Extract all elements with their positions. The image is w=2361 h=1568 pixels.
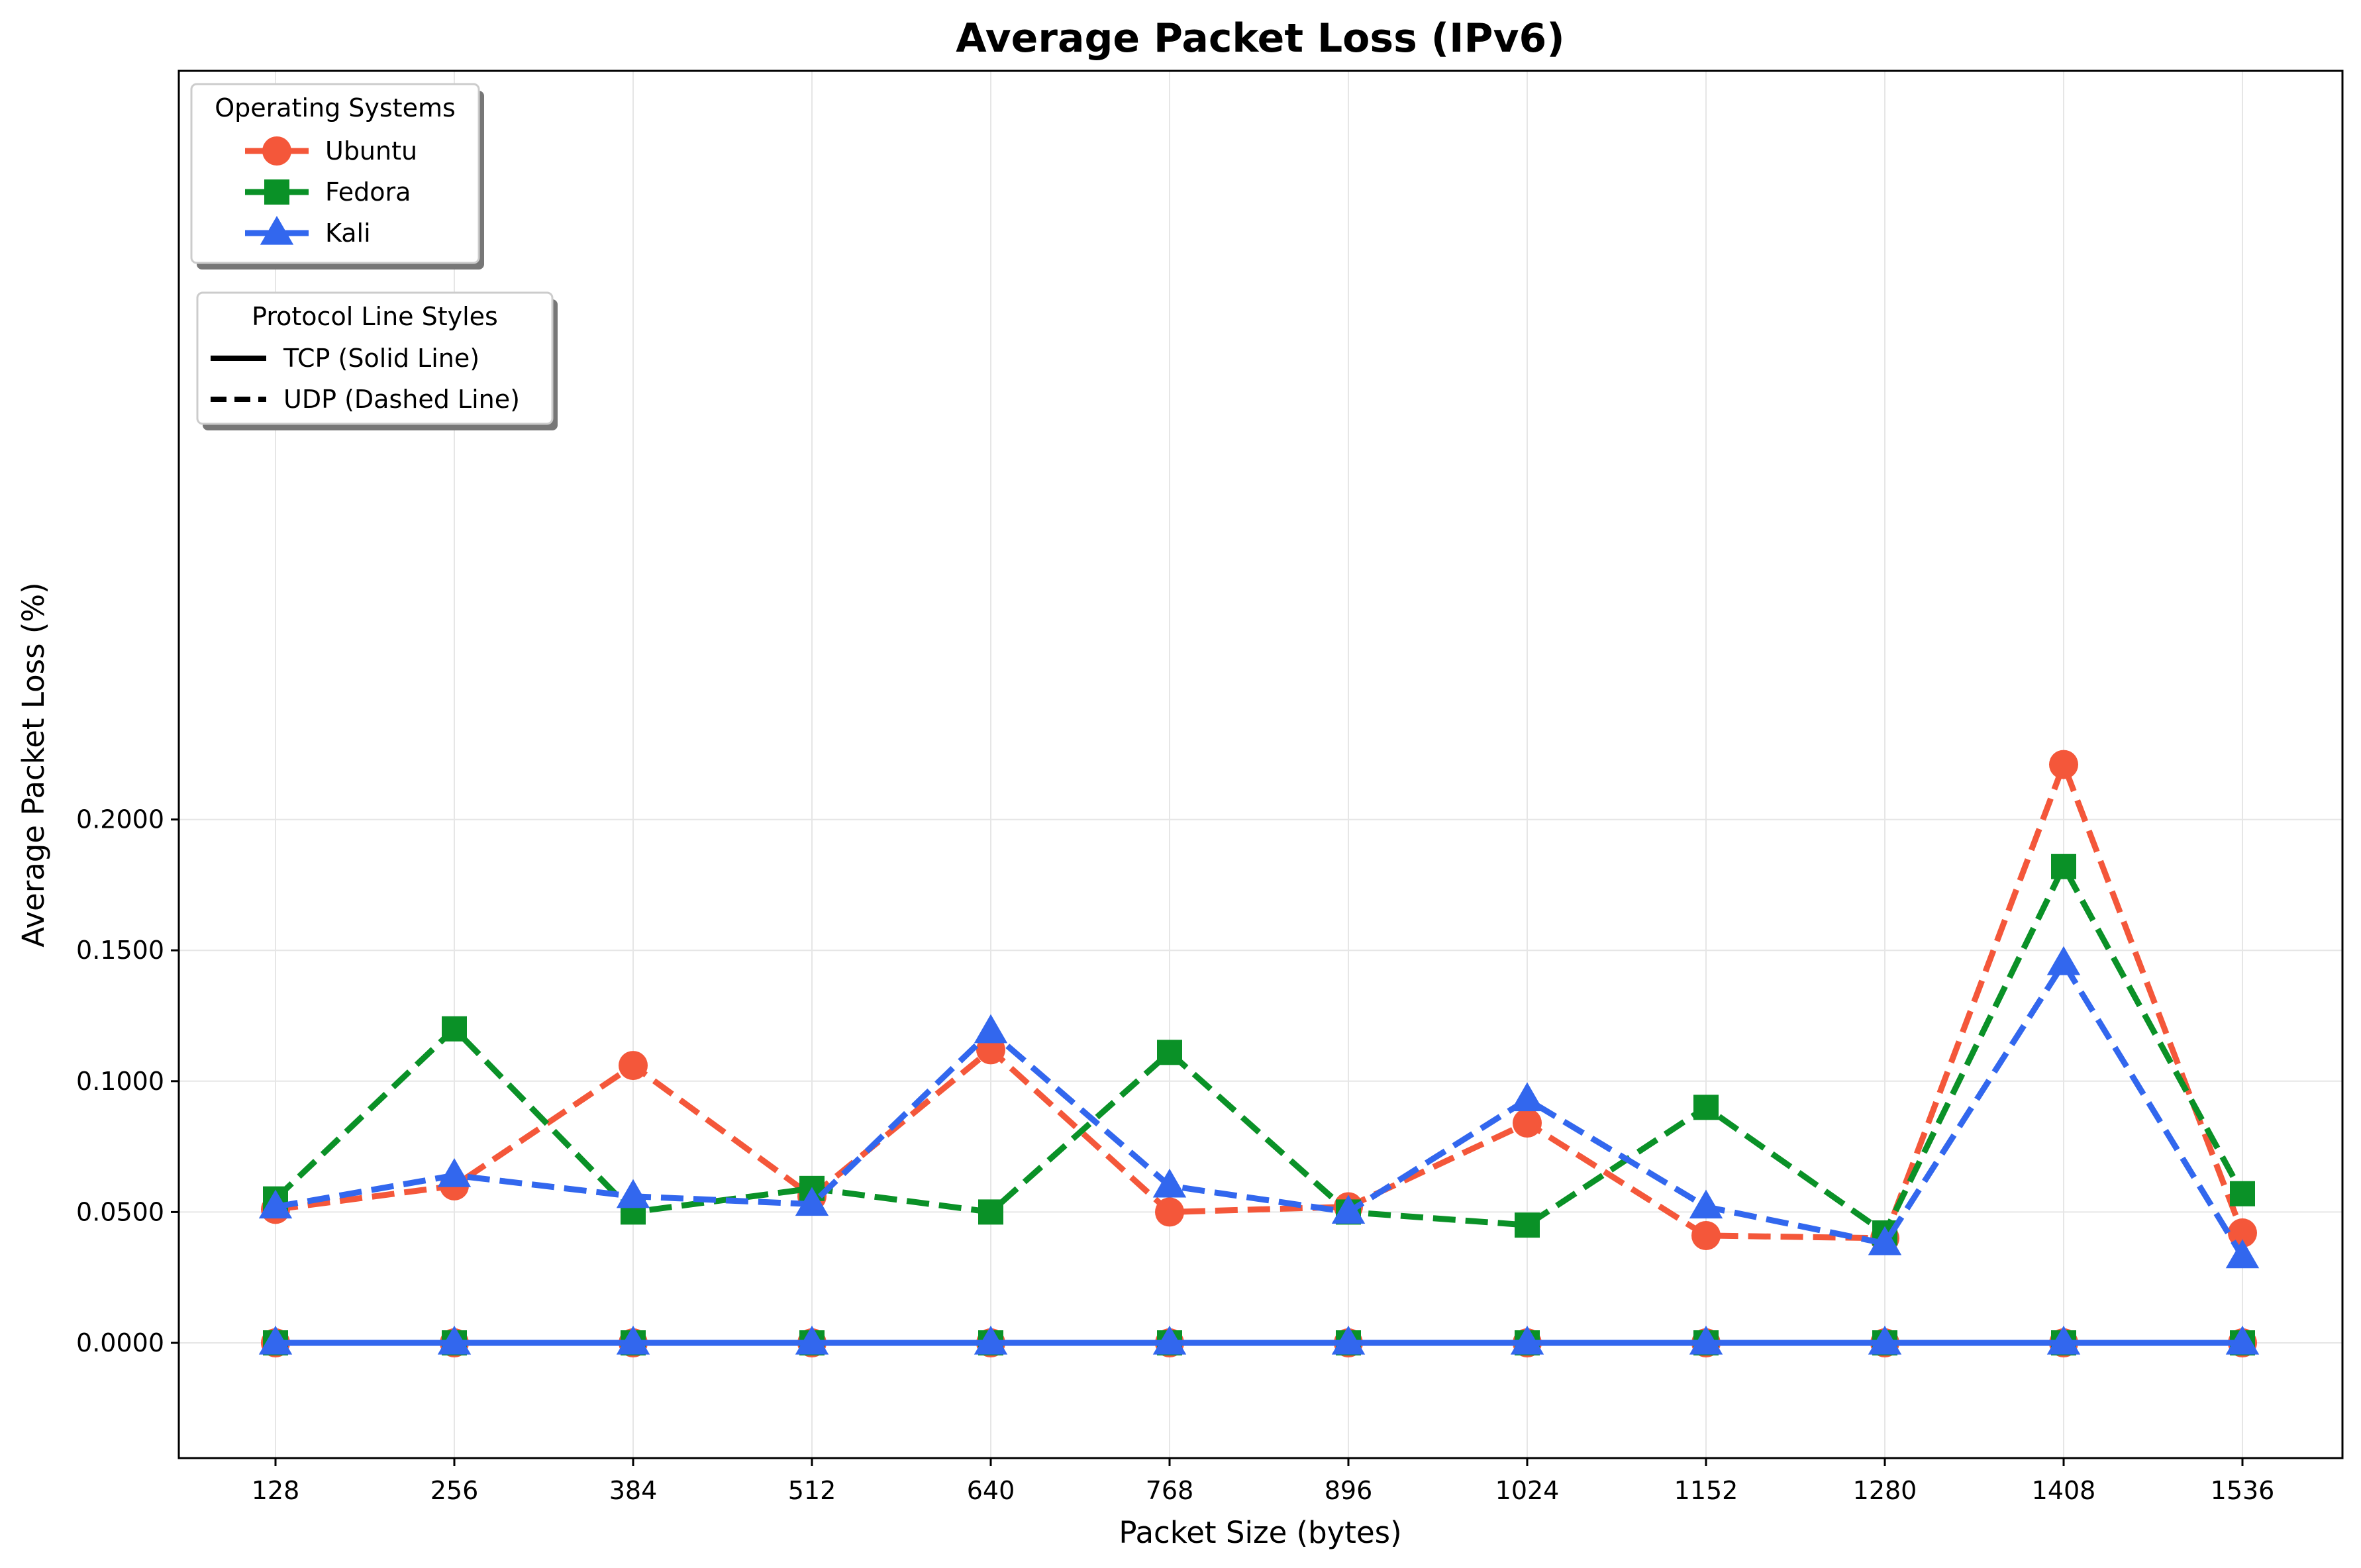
data-point [258,1189,293,1219]
data-point [978,1199,1003,1225]
legend-marker-swatch [264,179,289,205]
legend-label: Ubuntu [325,136,417,166]
data-point [1510,1082,1544,1112]
data-point [616,1325,650,1355]
x-tick-label: 640 [967,1476,1015,1505]
data-point [437,1325,472,1355]
x-tick-label: 1280 [1853,1476,1917,1505]
series-line [273,863,2245,1236]
data-point [795,1325,829,1355]
data-point [1689,1325,1723,1355]
legend-item-dashed: UDP (Dashed Line) [211,385,520,414]
data-point [974,1325,1008,1355]
x-axis-label: Packet Size (bytes) [1119,1515,1401,1550]
legend-item-ubuntu: Ubuntu [245,136,417,166]
data-point [974,1014,1008,1044]
data-point [1152,1325,1187,1355]
data-point [2225,1239,2260,1269]
data-point [437,1158,472,1187]
legend-os-title: Operating Systems [215,93,456,122]
series-lines [258,750,2260,1357]
y-axis-label: Average Packet Loss (%) [16,582,51,948]
data-point [2046,946,2081,975]
legend-protocol-styles: Protocol Line Styles TCP (Solid Line) UDP… [196,291,558,430]
data-point [619,1051,648,1081]
series-line [275,761,2246,1242]
series-kali-tcp [258,1325,2260,1355]
data-point [2046,1325,2081,1355]
legend-label: Fedora [325,177,411,207]
legend-operating-systems: Operating Systems Ubuntu Fedora Kali [190,83,484,270]
data-point [1155,1197,1184,1227]
legend-marker-swatch [260,215,294,245]
x-tick-label: 128 [252,1476,300,1505]
data-point [2230,1181,2255,1206]
data-point [1331,1195,1366,1224]
legend-item-solid: TCP (Solid Line) [211,344,479,373]
data-point [2049,750,2078,779]
x-tick-label: 512 [788,1476,836,1505]
data-point [1331,1325,1366,1355]
data-point [1157,1040,1182,1065]
legend-item-fedora: Fedora [245,177,411,207]
x-tick-label: 1408 [2032,1476,2096,1505]
data-point [1513,1108,1542,1138]
chart-title: Average Packet Loss (IPv6) [956,15,1564,62]
y-tick-label: 0.2000 [76,805,164,834]
series-kali-udp [258,946,2260,1269]
y-tick-label: 0.1000 [76,1067,164,1096]
legend-protocol-title: Protocol Line Styles [252,302,498,331]
legend-label: TCP (Solid Line) [283,344,479,373]
data-point [1515,1212,1540,1238]
data-point [2225,1325,2260,1355]
x-tick-label: 1024 [1495,1476,1560,1505]
axis-ticks: 0.0000 0.0500 0.1000 0.1500 0.2000 128 256 384 5… [76,805,2274,1505]
x-tick-label: 1536 [2211,1476,2275,1505]
y-tick-label: 0.1500 [76,936,164,965]
data-point [442,1016,467,1042]
data-point [1152,1168,1187,1198]
data-point [795,1187,829,1216]
series-line [275,960,2245,1258]
data-point [1510,1325,1544,1355]
data-point [1689,1189,1723,1219]
data-point [258,1325,293,1355]
x-tick-label: 768 [1146,1476,1194,1505]
legend-label: Kali [325,219,371,248]
data-point [1868,1325,1902,1355]
legend-item-kali: Kali [245,215,371,248]
y-tick-label: 0.0500 [76,1197,164,1226]
x-tick-label: 384 [609,1476,658,1505]
x-tick-label: 896 [1325,1476,1373,1505]
legend-marker-swatch [262,136,291,166]
data-point [1691,1220,1721,1250]
legend-label: UDP (Dashed Line) [283,385,520,414]
data-point [1693,1095,1719,1120]
data-point [1868,1226,1902,1255]
y-tick-label: 0.0000 [76,1328,164,1357]
data-point [2051,854,2076,879]
plot-area-frame [177,70,2344,1459]
x-tick-label: 256 [430,1476,479,1505]
x-tick-label: 1152 [1674,1476,1738,1505]
data-point [616,1179,650,1208]
